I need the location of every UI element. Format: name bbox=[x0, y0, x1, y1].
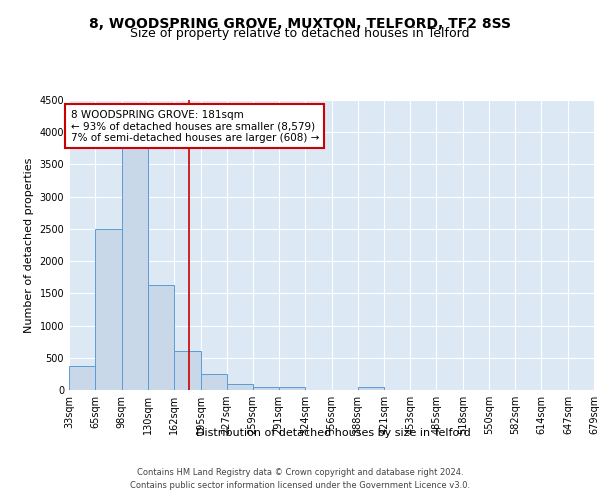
Bar bbox=[69, 366, 95, 390]
Text: Contains HM Land Registry data © Crown copyright and database right 2024.: Contains HM Land Registry data © Crown c… bbox=[137, 468, 463, 477]
Bar bbox=[200, 374, 227, 390]
Y-axis label: Number of detached properties: Number of detached properties bbox=[24, 158, 34, 332]
Bar bbox=[174, 352, 200, 390]
Text: Contains public sector information licensed under the Government Licence v3.0.: Contains public sector information licen… bbox=[130, 480, 470, 490]
Text: Distribution of detached houses by size in Telford: Distribution of detached houses by size … bbox=[196, 428, 470, 438]
Bar bbox=[358, 387, 385, 390]
Bar bbox=[253, 387, 278, 390]
Bar bbox=[278, 387, 305, 390]
Text: 8 WOODSPRING GROVE: 181sqm
← 93% of detached houses are smaller (8,579)
7% of se: 8 WOODSPRING GROVE: 181sqm ← 93% of deta… bbox=[71, 110, 319, 143]
Text: Size of property relative to detached houses in Telford: Size of property relative to detached ho… bbox=[130, 28, 470, 40]
Bar bbox=[122, 148, 148, 390]
Bar bbox=[95, 229, 122, 390]
Text: 8, WOODSPRING GROVE, MUXTON, TELFORD, TF2 8SS: 8, WOODSPRING GROVE, MUXTON, TELFORD, TF… bbox=[89, 18, 511, 32]
Bar bbox=[227, 384, 253, 390]
Bar bbox=[148, 286, 174, 390]
